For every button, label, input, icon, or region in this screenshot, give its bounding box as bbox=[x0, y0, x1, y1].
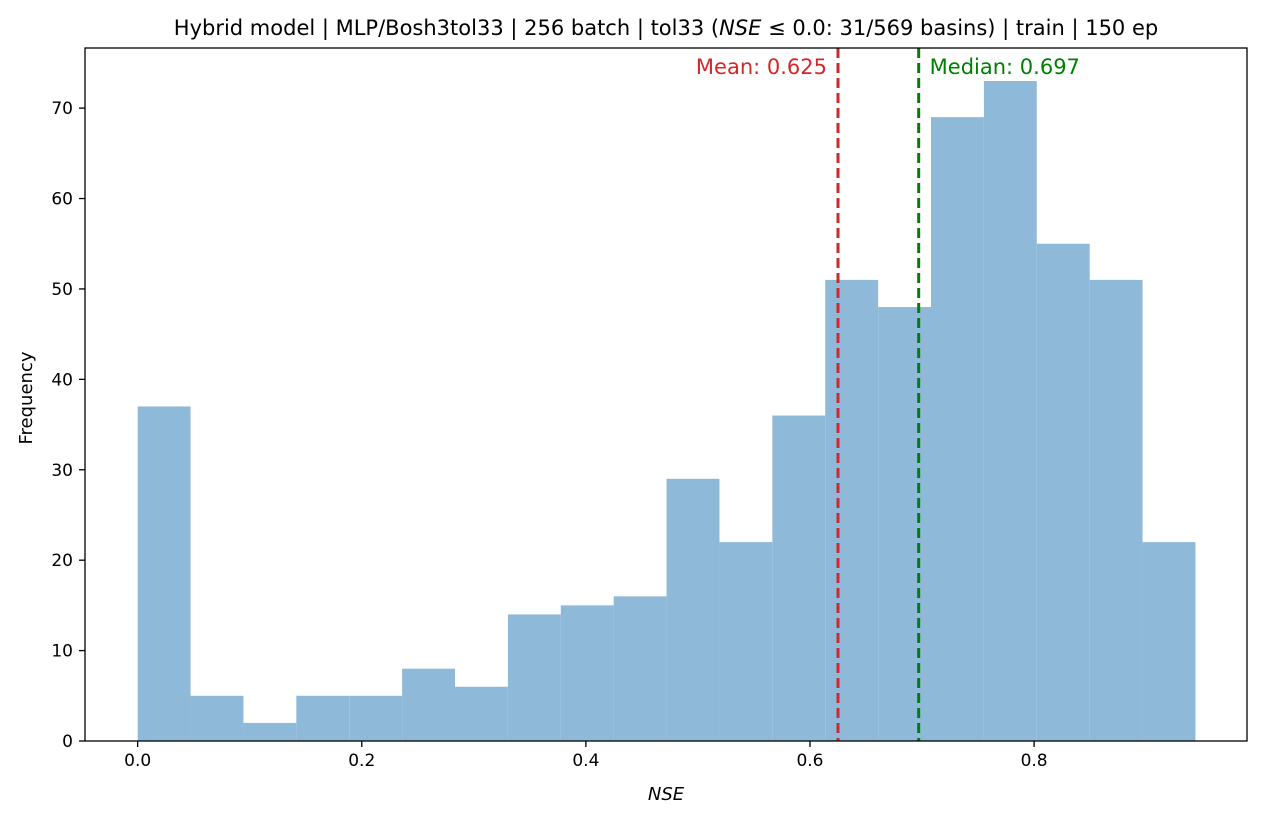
histogram-bar bbox=[1089, 279, 1143, 741]
chart-title-prefix: Hybrid model | MLP/Bosh3tol33 | 256 batc… bbox=[174, 16, 719, 41]
histogram-bar bbox=[455, 686, 508, 741]
x-tick-label: 0.0 bbox=[124, 751, 151, 771]
histogram-bar bbox=[560, 605, 614, 741]
histogram-bar bbox=[613, 596, 667, 741]
histogram-bar bbox=[666, 478, 720, 741]
bars-group bbox=[137, 81, 1196, 742]
x-tick-label: 0.2 bbox=[348, 751, 375, 771]
histogram-bar bbox=[402, 668, 456, 741]
chart-title-italic: NSE bbox=[719, 16, 762, 40]
mean-annotation: Mean: 0.625 bbox=[696, 55, 827, 79]
x-tick-label: 0.4 bbox=[572, 751, 599, 771]
x-axis-label: NSE bbox=[648, 784, 685, 805]
y-tick-label: 40 bbox=[51, 370, 73, 390]
x-axis-ticks: 0.0 0.2 0.4 0.6 0.8 bbox=[124, 741, 1048, 771]
histogram-bar bbox=[1142, 542, 1196, 741]
histogram-bar bbox=[772, 415, 826, 741]
plot-frame bbox=[84, 47, 1248, 742]
chart-title: Hybrid model | MLP/Bosh3tol33 | 256 batc… bbox=[174, 16, 1158, 41]
y-tick-label: 10 bbox=[51, 642, 73, 662]
y-axis-label: Frequency bbox=[16, 351, 37, 444]
median-annotation: Median: 0.697 bbox=[930, 55, 1080, 79]
y-tick-label: 50 bbox=[51, 280, 73, 300]
histogram-bar bbox=[243, 722, 297, 741]
reference-lines-group bbox=[836, 48, 921, 741]
histogram-bar bbox=[983, 81, 1037, 741]
x-tick-label: 0.6 bbox=[796, 751, 823, 771]
histogram-bar bbox=[931, 117, 984, 742]
y-tick-label: 30 bbox=[51, 461, 73, 481]
histogram-bar bbox=[190, 695, 244, 741]
y-axis-ticks: 0 10 20 30 40 50 60 70 bbox=[51, 99, 85, 752]
histogram-bar bbox=[137, 406, 191, 741]
histogram-bar bbox=[349, 695, 403, 741]
histogram-bar bbox=[825, 279, 879, 741]
histogram-bar bbox=[507, 614, 561, 741]
histogram-bar bbox=[719, 542, 773, 741]
x-tick-label: 0.8 bbox=[1021, 751, 1048, 771]
histogram-bar bbox=[878, 307, 932, 741]
histogram-bar bbox=[296, 695, 350, 741]
chart-title-suffix: ≤ 0.0: 31/569 basins) | train | 150 ep bbox=[761, 16, 1158, 41]
y-tick-label: 70 bbox=[51, 99, 73, 119]
y-tick-label: 20 bbox=[51, 551, 73, 571]
y-tick-label: 0 bbox=[62, 732, 73, 752]
y-tick-label: 60 bbox=[51, 190, 73, 210]
histogram-bar bbox=[1036, 243, 1090, 741]
